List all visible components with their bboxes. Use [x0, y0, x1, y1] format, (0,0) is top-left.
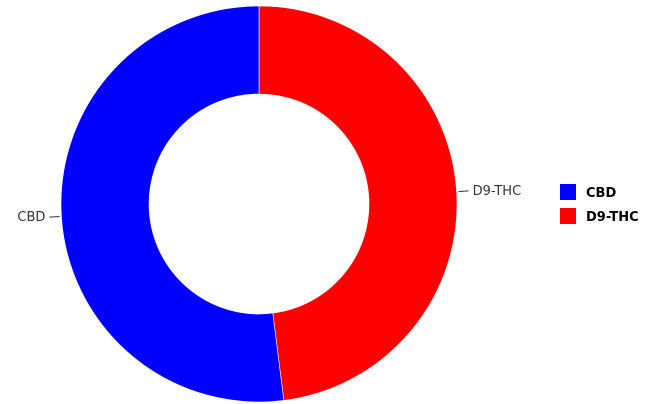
- slice-labels: D9-THC CBD: [17, 184, 521, 225]
- chart-legend: CBD D9-THC: [560, 184, 639, 225]
- leader-line-d9-thc: [458, 190, 469, 192]
- slice-d9-thc: [258, 5, 458, 401]
- slice-label-cbd: CBD: [17, 210, 45, 225]
- leader-line-cbd: [49, 216, 60, 218]
- legend-label-d9-thc: D9-THC: [586, 210, 639, 225]
- slice-label-d9-thc: D9-THC: [473, 184, 522, 199]
- chart-slices: [60, 5, 458, 403]
- legend-swatch-d9-thc: [560, 208, 576, 224]
- legend-label-cbd: CBD: [586, 186, 616, 201]
- slice-cbd: [60, 5, 285, 403]
- legend-swatch-cbd: [560, 184, 576, 200]
